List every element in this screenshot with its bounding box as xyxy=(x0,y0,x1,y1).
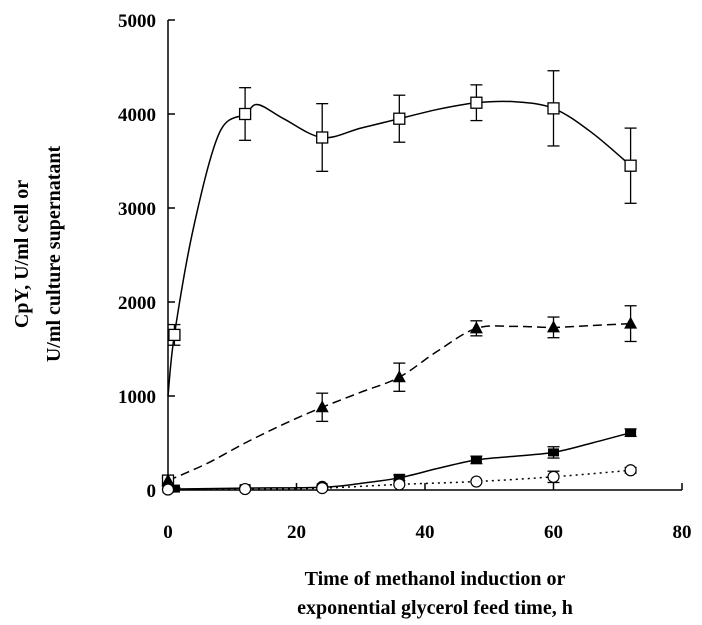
x-tick-label: 0 xyxy=(163,522,173,543)
series-1-point xyxy=(624,316,638,329)
series-4-point xyxy=(547,470,560,483)
y-tick-label: 1000 xyxy=(118,387,156,408)
series-1-point xyxy=(161,473,175,486)
series-2-line xyxy=(167,431,631,490)
series-2-point xyxy=(470,455,482,464)
axis-titles: Time of methanol induction or exponentia… xyxy=(11,146,573,619)
y-tick-label: 0 xyxy=(147,481,157,502)
series-0-point xyxy=(238,107,252,121)
x-axis-title-line-1: Time of methanol induction or xyxy=(305,568,566,590)
y-tick-label: 4000 xyxy=(118,105,156,126)
series-2-point xyxy=(393,473,405,482)
y-axis-title-line-2: U/ml culture supernatant xyxy=(43,146,65,363)
y-tick-label: 2000 xyxy=(118,293,156,314)
y-axis-title-line-1: CpY, U/ml cell or xyxy=(11,180,33,328)
data-markers xyxy=(161,96,638,496)
series-0-line xyxy=(167,100,632,397)
series-0-point xyxy=(393,112,406,125)
series-1-point xyxy=(469,321,483,334)
series-1-point xyxy=(392,370,406,383)
series-0-point xyxy=(316,131,329,144)
series-1-point xyxy=(547,320,560,333)
x-tick-label: 80 xyxy=(673,522,692,543)
x-axis-title-line-2: exponential glycerol feed time, h xyxy=(297,597,573,619)
tick-labels: 0 20 40 60 80 0 1000 2000 3000 4000 5000 xyxy=(118,11,692,543)
series-0-point xyxy=(470,96,483,109)
series-4-point xyxy=(393,478,406,491)
series-1-point xyxy=(315,400,329,413)
series-2-point xyxy=(548,448,559,457)
series-2-point xyxy=(168,484,180,493)
x-tick-label: 40 xyxy=(416,522,435,543)
series-0-point xyxy=(547,102,560,115)
series-0-point xyxy=(624,159,637,172)
series-4-point xyxy=(470,475,483,488)
series-0-point xyxy=(168,328,181,342)
series-4-point xyxy=(161,483,175,496)
series-4-point xyxy=(239,482,252,496)
y-tick-label: 5000 xyxy=(118,11,156,32)
series-2-point xyxy=(625,428,637,437)
error-bars xyxy=(162,70,637,491)
x-tick-label: 20 xyxy=(287,522,306,543)
series-curves xyxy=(167,100,632,491)
x-tick-label: 60 xyxy=(544,522,563,543)
series-4-point xyxy=(316,482,329,495)
series-4-point xyxy=(624,464,637,477)
series-1-line xyxy=(167,322,631,482)
y-tick-label: 3000 xyxy=(118,199,156,220)
plot-axes xyxy=(167,19,683,491)
